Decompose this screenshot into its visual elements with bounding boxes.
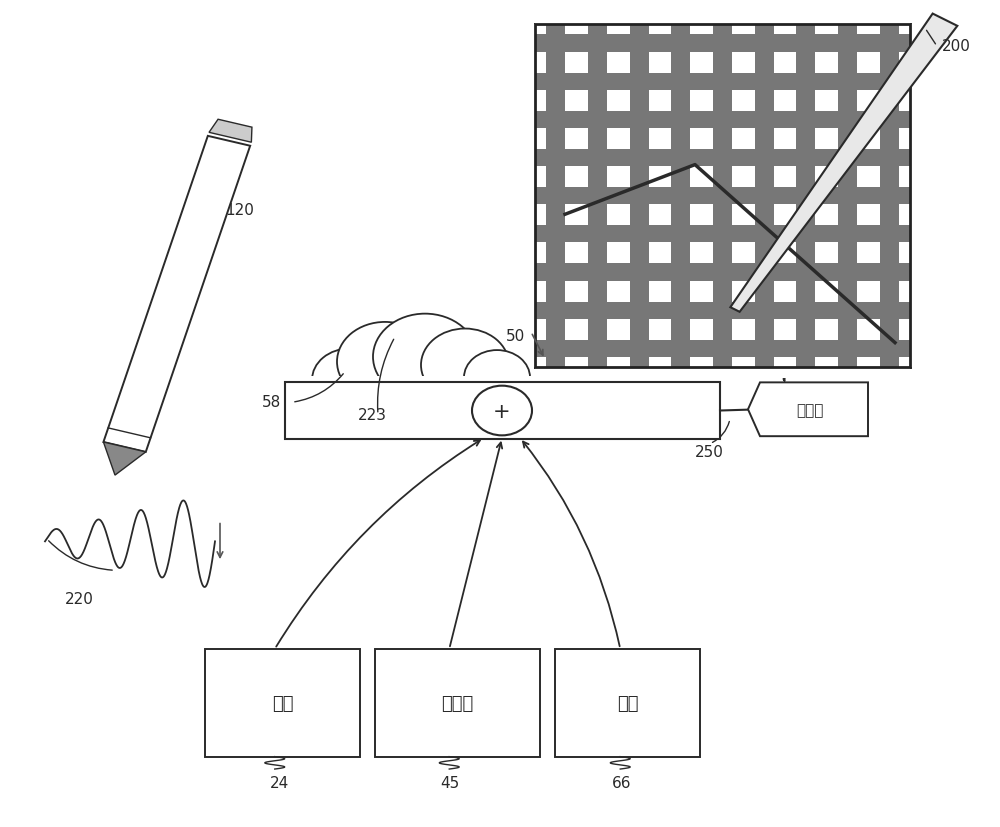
Text: 66: 66 [612, 776, 632, 791]
Text: 50: 50 [506, 329, 525, 344]
Text: 显示器: 显示器 [441, 694, 474, 712]
Bar [546, 25, 565, 368]
Circle shape [337, 323, 433, 402]
Polygon shape [103, 136, 250, 452]
Text: 电源: 电源 [272, 694, 293, 712]
Circle shape [421, 329, 509, 402]
Bar [535, 112, 910, 129]
Bar [815, 25, 838, 368]
Circle shape [472, 386, 532, 436]
Bar [671, 25, 690, 368]
Text: 250: 250 [695, 445, 724, 460]
Text: 200: 200 [942, 40, 971, 55]
Bar [649, 25, 671, 368]
Bar [205, 649, 360, 757]
Text: 接收机: 接收机 [797, 402, 824, 418]
Bar [774, 25, 796, 368]
Bar [535, 25, 910, 368]
Bar [535, 188, 910, 205]
Bar [535, 341, 910, 357]
Bar [535, 167, 910, 188]
Bar [899, 25, 921, 368]
Bar [690, 25, 713, 368]
Bar [607, 25, 630, 368]
Text: 223: 223 [358, 408, 387, 423]
Bar [535, 36, 910, 52]
Text: 45: 45 [440, 776, 459, 791]
Bar [535, 25, 910, 368]
Bar [535, 226, 910, 243]
Bar [302, 376, 540, 409]
Text: 120: 120 [225, 203, 254, 218]
Text: 其他: 其他 [617, 694, 638, 712]
Circle shape [312, 349, 388, 412]
Bar [535, 357, 910, 379]
Bar [535, 129, 910, 150]
Text: +: + [493, 401, 511, 421]
Polygon shape [748, 383, 868, 437]
Bar [535, 25, 910, 368]
Bar [796, 25, 815, 368]
Circle shape [464, 351, 530, 405]
Bar [732, 25, 755, 368]
Polygon shape [209, 120, 252, 143]
Bar [588, 25, 607, 368]
Bar [285, 382, 720, 440]
Bar [535, 264, 910, 281]
Text: 24: 24 [270, 776, 289, 791]
Bar [713, 25, 732, 368]
Bar [555, 649, 700, 757]
Bar [524, 25, 546, 368]
Bar [755, 25, 774, 368]
Bar [375, 649, 540, 757]
Polygon shape [103, 442, 146, 476]
Bar [565, 25, 588, 368]
Bar [535, 319, 910, 341]
Bar [535, 14, 910, 36]
Polygon shape [730, 15, 957, 313]
Bar [535, 91, 910, 112]
Text: 58: 58 [262, 395, 281, 410]
Circle shape [373, 314, 477, 400]
Bar [535, 74, 910, 91]
Bar [535, 302, 910, 319]
Bar [630, 25, 649, 368]
Bar [857, 25, 880, 368]
Bar [535, 150, 910, 167]
Bar [535, 243, 910, 264]
Bar [535, 205, 910, 226]
Bar [838, 25, 857, 368]
Text: 225: 225 [862, 362, 891, 377]
Bar [535, 52, 910, 74]
Bar [535, 281, 910, 302]
Bar [880, 25, 899, 368]
Text: 220: 220 [65, 592, 94, 607]
